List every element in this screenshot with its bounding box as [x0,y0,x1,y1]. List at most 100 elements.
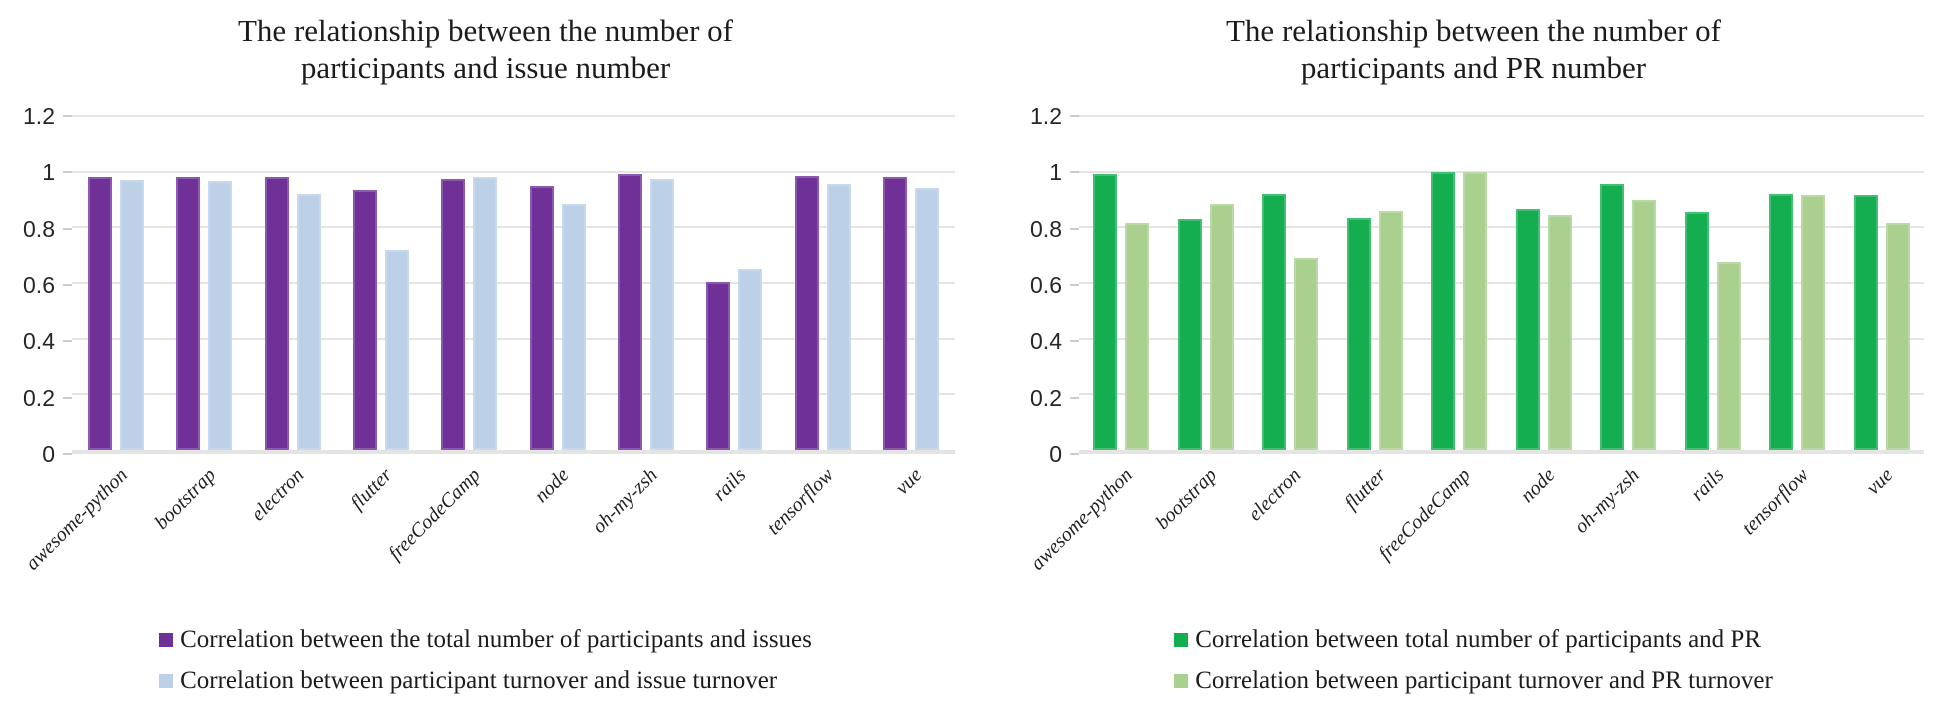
legend-swatch-icon [1174,632,1189,647]
legend-item-series2: Correlation between participant turnover… [1174,665,1773,696]
y-axis-tick-label: 0.2 [1030,384,1062,411]
bar-tensorflow [794,175,819,450]
bar-electron [1262,193,1287,450]
bar-group-bootstrap: bootstrap [1152,116,1249,534]
bar-node [561,203,586,450]
bar-flutter [1346,217,1371,450]
y-axis-tick-mark [1070,340,1079,343]
bar-awesome-python [120,180,145,450]
y-axis-tick-label: 0.8 [1030,215,1062,242]
bar-group-node: node [513,116,601,507]
legend-swatch-icon [159,673,174,688]
bar-rails [1684,212,1709,450]
legend: Correlation between the total number of … [159,624,812,696]
legend-swatch-icon [159,632,174,647]
bar-group-vue: vue [1840,116,1925,499]
bar-bootstrap [176,177,201,450]
bar-group-awesome-python: awesome-python [21,116,160,575]
gridline [72,282,955,284]
bar-group-awesome-python: awesome-python [1026,116,1164,575]
y-axis-tick-label: 0.8 [23,215,55,242]
chart-title-line1: The relationship between the number of [1226,13,1721,48]
bar-rails [738,269,763,450]
legend-label: Correlation between the total number of … [180,626,812,653]
gridline [1079,282,1924,284]
bar-flutter [385,249,410,450]
gridline [1079,393,1924,396]
y-axis-tick-mark [63,340,72,343]
bar-awesome-python [88,177,113,450]
bar-freeCodeCamp [1463,171,1488,450]
bar-oh-my-zsh [1632,199,1657,450]
chart-title: The relationship between the number of p… [1009,12,1938,86]
y-axis-tick-label: 1.2 [1030,103,1062,129]
y-axis-tick-label: 0.4 [23,328,55,355]
plot-row: 0 0.2 0.4 0.6 0.8 1 1.2 awesome-python bootstra… [1009,103,1938,575]
bar-awesome-python [1093,174,1118,450]
y-axis-tick-label: 0 [42,441,55,467]
y-axis-tick-mark [1070,171,1079,174]
gridline [72,115,955,117]
bar-group-rails: rails [690,116,778,505]
bar-tensorflow [1769,193,1794,450]
legend-label: Correlation between participant turnover… [1195,667,1773,694]
bar-group-tensorflow: tensorflow [763,116,866,539]
y-axis-tick-label: 0.2 [23,384,55,411]
bar-group-flutter: flutter [1333,116,1418,514]
bar-vue [882,177,907,450]
bar-group-flutter: flutter [337,116,425,514]
bar-oh-my-zsh [649,178,674,450]
bar-group-rails: rails [1671,116,1756,505]
bar-tensorflow [1801,195,1826,450]
y-axis-tick-mark [63,227,72,230]
y-axis-tick-mark [63,284,72,286]
bar-node [529,185,554,450]
gridline [1079,337,1924,340]
plot-area: awesome-python bootstrap electron flutter fr… [21,115,955,575]
y-axis-tick-mark [1070,115,1079,117]
y-axis-tick-mark [63,453,72,455]
legend-label: Correlation between participant turnover… [180,667,778,694]
bar-bootstrap [208,181,233,450]
bar-awesome-python [1125,223,1150,450]
chart-title-line1: The relationship between the number of [238,13,733,48]
chart-participants-vs-issues: The relationship between the number of p… [2,12,969,696]
bar-group-bootstrap: bootstrap [150,116,248,534]
bar-node [1547,214,1572,450]
bar-bootstrap [1209,203,1234,450]
y-axis-tick-mark [1070,284,1079,286]
bar-group-oh-my-zsh: oh-my-zsh [588,116,690,538]
bar-rails [706,281,731,450]
y-axis-tick-label: 1 [42,159,55,186]
gridline [1079,115,1924,117]
bar-freeCodeCamp [473,177,498,450]
chart-title-line2: participants and PR number [1300,50,1647,85]
bar-flutter [1378,210,1403,450]
bar-vue [1885,223,1910,450]
bar-freeCodeCamp [441,178,466,450]
bar-group-electron: electron [1244,116,1333,525]
y-axis-tick-mark [1070,453,1079,455]
legend-item-series1: Correlation between total number of part… [1174,624,1761,655]
chart-title-line2: participants and issue number [300,50,671,85]
legend-item-series2: Correlation between participant turnover… [159,665,777,696]
gridline [1079,226,1924,229]
y-axis-tick-mark [1070,227,1079,230]
y-axis: 0 0.2 0.4 0.6 0.8 1 1.2 [1009,103,1079,467]
bar-rails [1716,262,1741,450]
y-axis-tick-mark [1070,396,1079,399]
gridline [72,226,955,229]
chart-title: The relationship between the number of p… [2,12,969,86]
legend-label: Correlation between total number of part… [1195,626,1762,653]
gridline [72,170,955,173]
plot-row: 0 0.2 0.4 0.6 0.8 1 1.2 awesome-python bootstra… [2,103,969,575]
y-axis-tick-mark [63,171,72,174]
bar-group-freeCodeCamp: freeCodeCamp [1374,116,1502,565]
gridline [72,337,955,340]
bar-vue [914,188,939,450]
bar-electron [264,177,289,450]
y-axis-tick-mark [63,396,72,399]
legend: Correlation between total number of part… [1174,624,1773,696]
gridline [1079,170,1924,173]
